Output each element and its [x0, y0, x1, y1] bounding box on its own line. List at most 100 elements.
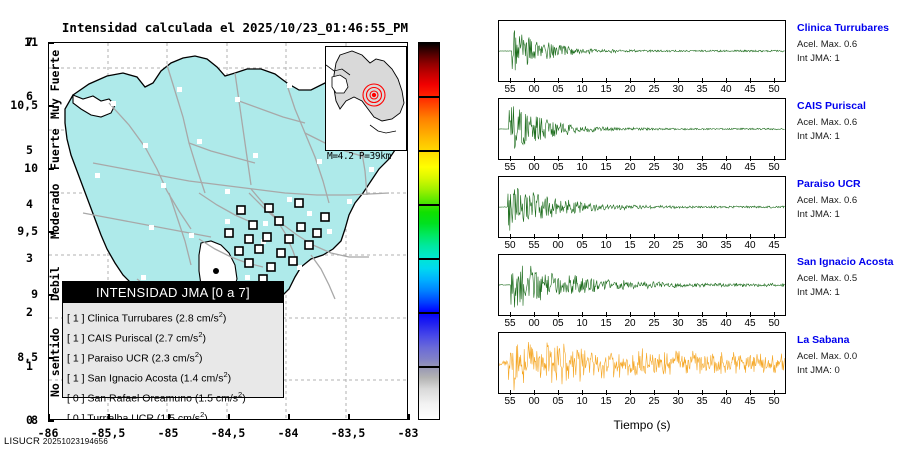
- gulf-island: [213, 268, 219, 274]
- station-name-label[interactable]: San Ignacio Acosta: [797, 256, 894, 268]
- waveform-time-axis: 55 00 05 10 15 20 25 30 35 40 45 50: [498, 312, 786, 332]
- legend-station-name: CAIS Puriscal: [87, 332, 156, 345]
- time-tick-label: 25: [648, 396, 660, 407]
- time-tick-label: 30: [672, 84, 684, 95]
- footer-timestamp-code: 20251023194656: [42, 437, 108, 446]
- time-tick-label: 35: [696, 318, 708, 329]
- time-tick-label: 05: [552, 84, 564, 95]
- time-tick-label: 20: [648, 240, 660, 251]
- legend-acceleration: (1.5 cm/s: [194, 392, 239, 405]
- legend-station-name: Turrialba UCR: [87, 412, 157, 420]
- time-tick-label: 40: [720, 162, 732, 173]
- time-tick-label: 40: [720, 318, 732, 329]
- legend-unit-exponent: 2: [238, 390, 243, 399]
- time-tick-mark: [702, 234, 703, 239]
- map-tick: [48, 357, 54, 359]
- time-tick-mark: [654, 312, 655, 317]
- time-tick-label: 05: [552, 396, 564, 407]
- station-info: Paraiso UCR Acel. Max. 0.6 Int JMA: 1: [797, 178, 861, 220]
- legend-station-name: Paraiso UCR: [87, 352, 152, 365]
- colorbar-tick-label: 6: [26, 89, 33, 103]
- time-tick-label: 45: [744, 84, 756, 95]
- legend-acceleration: (2.3 cm/s: [151, 352, 195, 365]
- latitude-tick-label: 8: [31, 413, 38, 427]
- time-tick-label: 25: [672, 240, 684, 251]
- time-tick-mark: [534, 390, 535, 395]
- time-tick-label: 20: [624, 162, 636, 173]
- legend-close-paren: ): [227, 372, 232, 385]
- legend-acceleration: (2.7 cm/s: [155, 332, 199, 345]
- colorbar-boundary-dash: [418, 204, 440, 206]
- latitude-tick-label: 11: [24, 35, 38, 49]
- map-tick: [48, 294, 54, 296]
- station-jma-intensity: Int JMA: 1: [797, 287, 840, 298]
- waveform-panel[interactable]: [498, 254, 786, 316]
- legend-intensity-value: [ 1 ]: [67, 332, 88, 345]
- waveform-panel[interactable]: [498, 176, 786, 238]
- time-tick-mark: [630, 156, 631, 161]
- legend-station-name: San Ignacio Acosta: [87, 372, 181, 385]
- time-tick-label: 55: [504, 84, 516, 95]
- time-tick-mark: [654, 234, 655, 239]
- time-tick-label: 55: [504, 162, 516, 173]
- map-tick: [168, 414, 170, 420]
- inset-graphic: [326, 47, 406, 150]
- time-tick-mark: [606, 234, 607, 239]
- time-tick-label: 20: [624, 84, 636, 95]
- intensity-map[interactable]: M=4.2 P=39km INTENSIDAD JMA [0 a 7] [ 1 …: [48, 42, 408, 420]
- map-tick: [408, 414, 410, 420]
- station-name-label[interactable]: La Sabana: [797, 334, 850, 346]
- map-tick: [48, 414, 50, 420]
- longitude-tick-label: -83: [397, 426, 419, 440]
- station-max-acceleration: Acel. Max. 0.6: [797, 117, 858, 128]
- legend-row: [ 0 ] San Rafael Oreamuno (1.5 cm/s2): [67, 387, 283, 407]
- station-name-label[interactable]: CAIS Puriscal: [797, 100, 866, 112]
- waveform-time-axis: 55 00 05 10 15 20 25 30 35 40 45 50: [498, 156, 786, 176]
- time-tick-mark: [630, 234, 631, 239]
- waveform-panel[interactable]: [498, 98, 786, 160]
- legend-close-paren: ): [202, 332, 206, 345]
- time-tick-mark: [606, 78, 607, 83]
- time-tick-label: 15: [600, 396, 612, 407]
- northwest-inlets: [72, 94, 116, 118]
- page-title: Intensidad calculada el 2025/10/23_01:46…: [61, 20, 409, 35]
- footer: LISUCR 20251023194656: [4, 436, 108, 447]
- time-tick-mark: [558, 78, 559, 83]
- time-tick-mark: [678, 312, 679, 317]
- time-tick-mark: [510, 234, 511, 239]
- time-tick-mark: [534, 156, 535, 161]
- colorbar-gradient: [418, 42, 440, 420]
- time-tick-mark: [606, 156, 607, 161]
- map-tick: [228, 414, 230, 420]
- time-tick-label: 40: [720, 396, 732, 407]
- waveform-panel[interactable]: [498, 332, 786, 394]
- legend-intensity-value: [ 0 ]: [67, 392, 88, 405]
- station-name-label[interactable]: Clinica Turrubares: [797, 22, 889, 34]
- waveform-time-axis: 50 55 00 05 10 15 20 25 30 35 40 45: [498, 234, 786, 254]
- time-tick-label: 10: [576, 318, 588, 329]
- time-tick-label: 10: [600, 240, 612, 251]
- station-name-label[interactable]: Paraiso UCR: [797, 178, 861, 190]
- station-max-acceleration: Acel. Max. 0.6: [797, 39, 858, 50]
- waveform-trace: [499, 341, 785, 391]
- colorbar-boundary-dash: [418, 258, 440, 260]
- time-axis-title: Tiempo (s): [613, 418, 671, 432]
- colorbar-tick-label: 0: [26, 413, 33, 427]
- map-tick: [48, 105, 54, 107]
- station-markers: [224, 198, 330, 284]
- footer-agency: LISUCR: [4, 436, 41, 447]
- time-tick-mark: [534, 78, 535, 83]
- time-tick-mark: [606, 312, 607, 317]
- time-tick-mark: [678, 234, 679, 239]
- station-info: La Sabana Acel. Max. 0.0 Int JMA: 0: [797, 334, 857, 376]
- legend-rows: [ 1 ] Clinica Turrubares (2.8 cm/s2) [ 1 …: [63, 303, 283, 420]
- legend-row: [ 1 ] Clinica Turrubares (2.8 cm/s2): [67, 307, 283, 327]
- time-tick-mark: [774, 390, 775, 395]
- time-tick-mark: [558, 156, 559, 161]
- epicenter-inset-map: [325, 46, 407, 151]
- waveform-panel[interactable]: [498, 20, 786, 82]
- time-tick-mark: [702, 390, 703, 395]
- intensity-legend: INTENSIDAD JMA [0 a 7] [ 1 ] Clinica Tur…: [62, 281, 284, 419]
- legend-station-name: San Rafael Oreamuno: [87, 392, 195, 405]
- station-max-acceleration: Acel. Max. 0.5: [797, 273, 858, 284]
